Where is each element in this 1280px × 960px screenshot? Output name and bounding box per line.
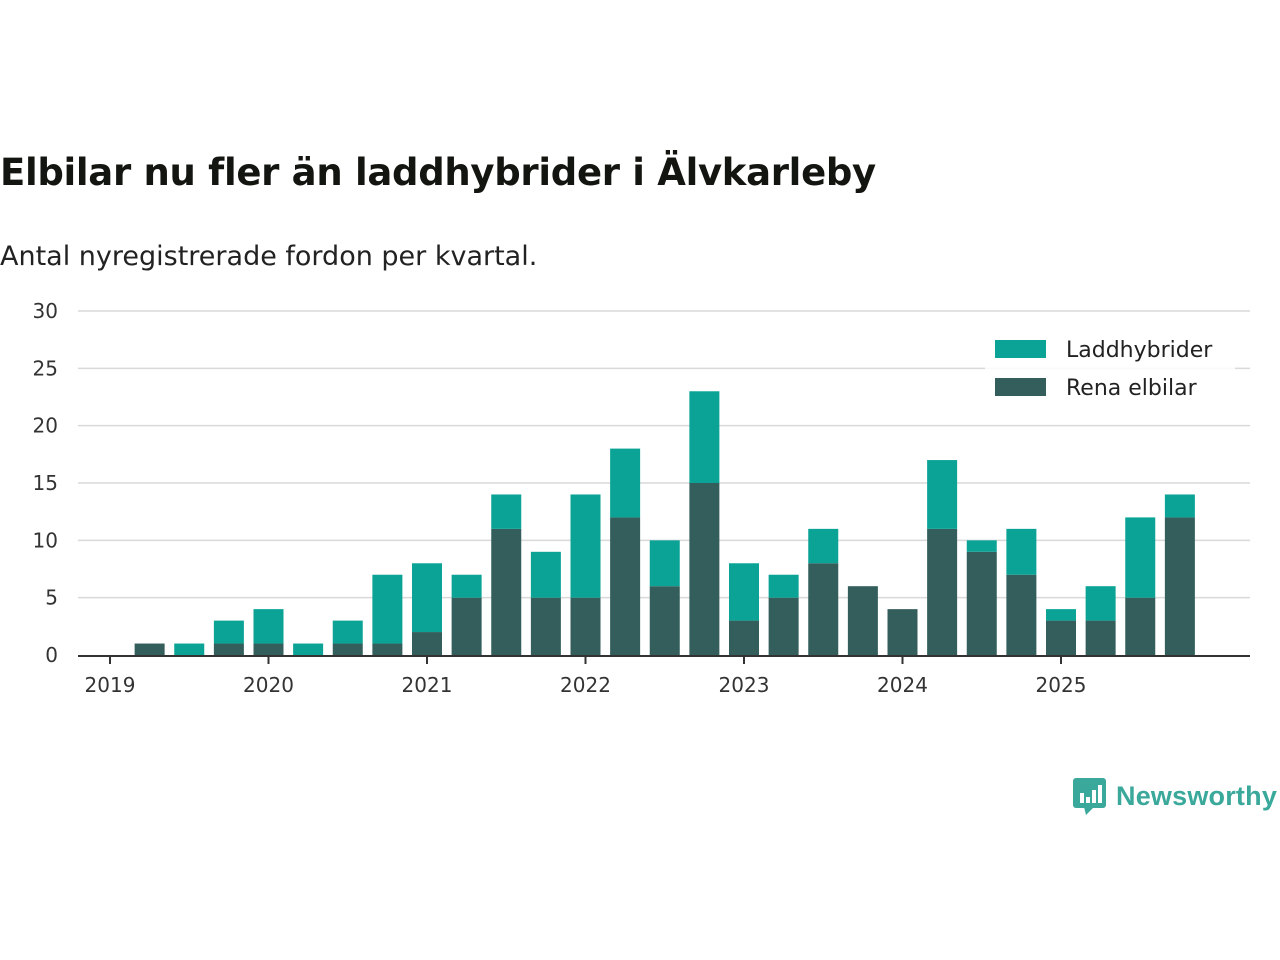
bar-rena-elbilar [927, 528, 958, 655]
bar-rena-elbilar [372, 643, 403, 655]
bar-rena-elbilar [610, 517, 641, 655]
chart-title: Elbilar nu fler än laddhybrider i Älvkar… [0, 151, 876, 194]
bar-laddhybrider [729, 563, 759, 621]
bar-rena-elbilar [1085, 620, 1116, 655]
bar-laddhybrider [491, 494, 522, 529]
bar-rena-elbilar [1006, 574, 1037, 655]
bar-laddhybrider [1125, 517, 1156, 598]
bar-rena-elbilar [729, 620, 759, 655]
x-tick-label: 2025 [1036, 673, 1087, 697]
y-tick-label: 20 [33, 414, 58, 438]
bar-laddhybrider [768, 574, 799, 598]
bar-laddhybrider [213, 620, 244, 644]
legend-label-laddhybrider: Laddhybrider [1066, 338, 1213, 363]
legend: Laddhybrider Rena elbilar [985, 332, 1235, 412]
x-tick-label: 2020 [243, 673, 294, 697]
bar-laddhybrider [1006, 528, 1037, 575]
bar-rena-elbilar [649, 586, 680, 655]
bar-laddhybrider [1164, 494, 1195, 518]
x-tick-label: 2024 [877, 673, 928, 697]
bar-rena-elbilar [768, 597, 799, 655]
bar-laddhybrider [610, 448, 641, 518]
y-tick-label: 15 [33, 471, 58, 495]
bar-rena-elbilar [966, 551, 997, 655]
bar-rena-elbilar [412, 632, 442, 655]
bar-rena-elbilar [1046, 620, 1076, 655]
bar-rena-elbilar [530, 597, 561, 655]
bar-laddhybrider [570, 494, 601, 598]
newsworthy-logo: Newsworthy [1072, 776, 1277, 816]
bar-laddhybrider [808, 528, 839, 564]
newsworthy-logo-icon [1073, 778, 1106, 815]
y-tick-label: 5 [45, 586, 58, 610]
bar-rena-elbilar [689, 483, 720, 655]
bar-laddhybrider [1085, 586, 1116, 621]
y-tick-label: 25 [33, 356, 58, 380]
newsworthy-brand-text: Newsworthy [1116, 780, 1278, 811]
x-tick-label: 2023 [719, 673, 770, 697]
x-tick-label: 2021 [402, 673, 453, 697]
bar-laddhybrider [332, 620, 363, 644]
bar-laddhybrider [372, 574, 403, 644]
bar-rena-elbilar [887, 609, 918, 655]
bar-rena-elbilar [847, 586, 878, 655]
x-axis: 2019 2020 2021 2022 2023 2024 2025 [78, 655, 1250, 697]
y-tick-label: 10 [33, 528, 58, 552]
chart-subtitle: Antal nyregistrerade fordon per kvartal. [0, 241, 538, 272]
legend-swatch-laddhybrider [995, 340, 1046, 358]
bar-laddhybrider [451, 574, 482, 598]
legend-label-rena-elbilar: Rena elbilar [1066, 376, 1198, 401]
bar-rena-elbilar [1125, 597, 1156, 655]
bar-series [134, 391, 1195, 655]
x-tick-label: 2019 [85, 673, 136, 697]
y-tick-label: 30 [33, 299, 58, 323]
bar-laddhybrider [174, 643, 205, 655]
y-tick-label: 0 [45, 643, 58, 667]
bar-laddhybrider [966, 540, 997, 552]
bar-rena-elbilar [570, 597, 601, 655]
bar-rena-elbilar [451, 597, 482, 655]
bar-rena-elbilar [332, 643, 363, 655]
bar-rena-elbilar [808, 563, 839, 655]
bar-laddhybrider [927, 460, 958, 529]
bar-rena-elbilar [1164, 517, 1195, 655]
bar-rena-elbilar [134, 643, 165, 655]
bar-laddhybrider [253, 609, 284, 644]
x-tick-label: 2022 [560, 673, 611, 697]
bar-rena-elbilar [213, 643, 244, 655]
bar-laddhybrider [649, 540, 680, 587]
bar-rena-elbilar [491, 528, 522, 655]
bar-laddhybrider [1046, 609, 1076, 621]
bar-laddhybrider [293, 643, 324, 655]
legend-swatch-rena-elbilar [995, 378, 1046, 396]
bar-rena-elbilar [253, 643, 284, 655]
bar-laddhybrider [530, 551, 561, 598]
bar-laddhybrider [689, 391, 720, 483]
bar-laddhybrider [412, 563, 442, 633]
